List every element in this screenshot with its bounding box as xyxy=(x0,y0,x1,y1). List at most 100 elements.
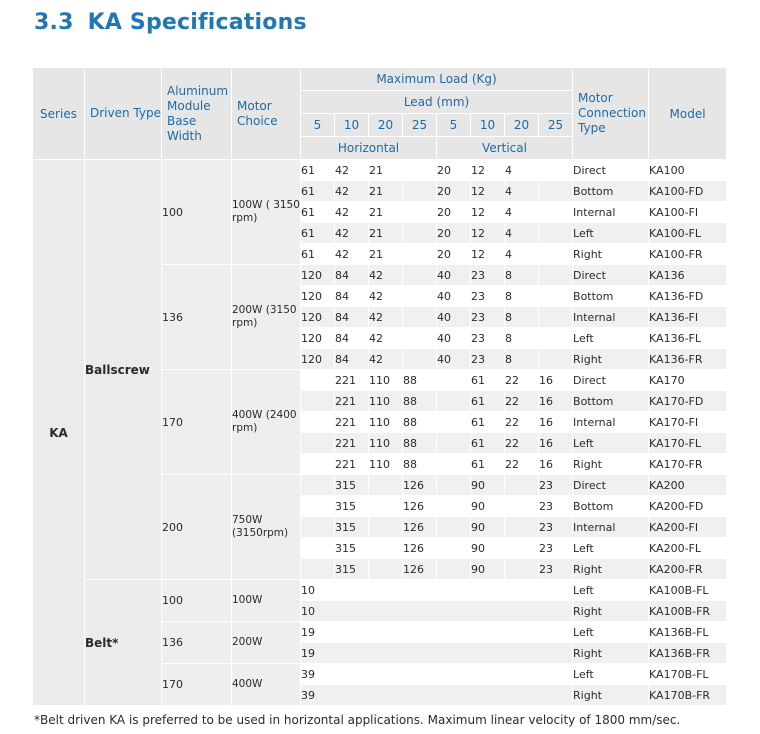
connection-cell: Internal xyxy=(572,516,650,538)
load-cell: 120 xyxy=(300,285,335,307)
connection-cell: Left xyxy=(572,621,650,643)
load-cell: 315 xyxy=(334,516,369,538)
load-cell: 23 xyxy=(470,327,505,349)
table-row: 200 750W (3150rpm) 315 126 90 23 Direct KA200 xyxy=(33,474,728,580)
load-cell: 315 xyxy=(334,474,369,496)
connection-cell: Left xyxy=(572,663,650,685)
load-cell: 221 xyxy=(334,369,369,391)
header-base-width: Aluminum Module Base Width xyxy=(161,67,232,160)
table-row: 221 110 88 61 22 16 Right KA170-FR xyxy=(33,453,728,475)
connection-cell: Right xyxy=(572,684,650,706)
load-cell: 84 xyxy=(334,264,369,286)
load-cell: 8 xyxy=(504,306,539,328)
load-cell: 90 xyxy=(470,558,505,580)
load-cell: 39 xyxy=(299,663,574,685)
load-cell xyxy=(300,474,335,496)
load-cell xyxy=(300,432,335,454)
base-width-cell: 100 xyxy=(161,579,232,622)
table-row: KA Ballscrew 100 100W ( 3150 rpm) 61 42 21 20 12… xyxy=(32,159,728,706)
header-max-load: Maximum Load (Kg) xyxy=(299,67,574,91)
load-cell xyxy=(402,306,437,328)
table-body: KA Ballscrew 100 100W ( 3150 rpm) 61 42 21 20 12… xyxy=(32,159,728,706)
load-cell: 19 xyxy=(299,642,574,664)
load-cell xyxy=(537,348,574,370)
load-cell: 88 xyxy=(402,453,437,475)
load-cell xyxy=(300,453,335,475)
load-cell: 12 xyxy=(470,159,505,181)
load-cell: 22 xyxy=(504,453,539,475)
load-cell: 20 xyxy=(436,222,471,244)
load-cell: 16 xyxy=(537,390,574,412)
model-cell: KA170B-FR xyxy=(648,684,728,706)
load-cell: 221 xyxy=(334,411,369,433)
header-lead: Lead (mm) xyxy=(299,90,574,114)
load-cell: 8 xyxy=(504,264,539,286)
load-cell xyxy=(537,243,574,265)
load-cell xyxy=(402,201,437,223)
load-cell: 12 xyxy=(470,180,505,202)
load-cell xyxy=(436,558,471,580)
table-row: 120 84 42 40 23 8 Right KA136-FR xyxy=(33,348,728,370)
base-width-cell: 136 xyxy=(161,264,232,370)
load-cell xyxy=(402,180,437,202)
load-cell: 12 xyxy=(470,222,505,244)
load-cell: 126 xyxy=(402,558,437,580)
model-cell: KA136-FD xyxy=(648,285,728,307)
section-title-text: KA Specifications xyxy=(87,10,307,35)
load-cell xyxy=(537,285,574,307)
load-cell: 42 xyxy=(334,201,369,223)
load-cell: 84 xyxy=(334,306,369,328)
load-cell: 61 xyxy=(470,411,505,433)
load-cell: 88 xyxy=(402,390,437,412)
load-cell: 42 xyxy=(368,264,403,286)
load-cell: 23 xyxy=(537,516,574,538)
load-cell: 42 xyxy=(334,222,369,244)
load-cell: 61 xyxy=(470,432,505,454)
load-cell: 22 xyxy=(504,390,539,412)
header-lead-value: 10 xyxy=(334,113,369,137)
load-cell xyxy=(402,327,437,349)
load-cell: 126 xyxy=(402,516,437,538)
header-lead-value: 10 xyxy=(470,113,505,137)
table-row: 61 42 21 20 12 4 Left KA100-FL xyxy=(33,222,728,244)
model-cell: KA100-FI xyxy=(648,201,728,223)
table-row: 61 42 21 20 12 4 Internal KA100-FI xyxy=(33,201,728,223)
load-cell: 90 xyxy=(470,516,505,538)
connection-cell: Left xyxy=(572,537,650,559)
motor-choice-cell: 400W (2400 rpm) xyxy=(231,369,301,475)
connection-cell: Direct xyxy=(572,159,650,181)
motor-choice-cell: 100W ( 3150 rpm) xyxy=(231,159,301,265)
load-cell xyxy=(436,537,471,559)
connection-cell: Bottom xyxy=(572,285,650,307)
table-row: 315 126 90 23 Left KA200-FL xyxy=(33,537,728,559)
load-cell xyxy=(436,453,471,475)
model-cell: KA136B-FL xyxy=(648,621,728,643)
load-cell xyxy=(368,558,403,580)
load-cell: 20 xyxy=(436,180,471,202)
table-row: 221 110 88 61 22 16 Bottom KA170-FD xyxy=(33,390,728,412)
model-cell: KA170B-FL xyxy=(648,663,728,685)
section-title: 3.3 KA Specifications xyxy=(34,10,307,35)
load-cell: 221 xyxy=(334,390,369,412)
load-cell: 8 xyxy=(504,327,539,349)
table-row: 39 Right KA170B-FR xyxy=(33,684,728,706)
connection-cell: Left xyxy=(572,432,650,454)
load-cell: 42 xyxy=(334,180,369,202)
load-cell: 12 xyxy=(470,201,505,223)
model-cell: KA100 xyxy=(648,159,728,181)
load-cell: 61 xyxy=(300,180,335,202)
header-vertical: Vertical xyxy=(435,136,574,160)
load-cell: 21 xyxy=(368,201,403,223)
load-cell xyxy=(504,474,539,496)
model-cell: KA136 xyxy=(648,264,728,286)
motor-choice-cell: 200W xyxy=(231,621,301,664)
load-cell: 8 xyxy=(504,285,539,307)
model-cell: KA170-FD xyxy=(648,390,728,412)
base-width-cell: 100 xyxy=(161,159,232,265)
table-row: 315 126 90 23 Bottom KA200-FD xyxy=(33,495,728,517)
load-cell xyxy=(436,495,471,517)
motor-choice-cell: 200W (3150 rpm) xyxy=(231,264,301,370)
load-cell xyxy=(402,264,437,286)
load-cell: 88 xyxy=(402,411,437,433)
connection-cell: Internal xyxy=(572,411,650,433)
